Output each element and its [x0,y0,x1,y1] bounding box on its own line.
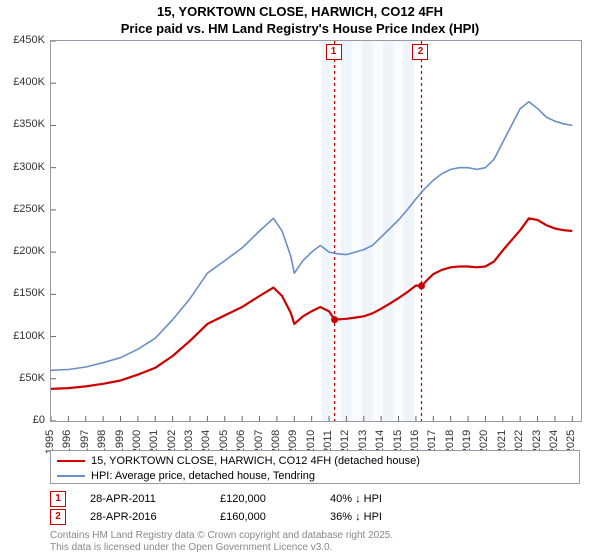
row-marker-1: 2 [50,509,66,525]
footnote: Contains HM Land Registry data © Crown c… [50,530,580,554]
y-tick-label: £50K [19,372,45,384]
y-tick-label: £300K [13,161,45,173]
legend-row-1: HPI: Average price, detached house, Tend… [57,468,573,483]
legend-row-0: 15, YORKTOWN CLOSE, HARWICH, CO12 4FH (d… [57,453,573,468]
row-diff-0: 40% ↓ HPI [330,493,450,505]
transaction-table: 1 28-APR-2011 £120,000 40% ↓ HPI 2 28-AP… [50,490,580,526]
y-tick-label: £100K [13,330,45,342]
title-line-1: 15, YORKTOWN CLOSE, HARWICH, CO12 4FH [0,4,600,21]
legend-label-0: 15, YORKTOWN CLOSE, HARWICH, CO12 4FH (d… [91,455,420,467]
footnote-line-1: Contains HM Land Registry data © Crown c… [50,530,580,542]
y-tick-label: £200K [13,245,45,257]
chart-svg [51,41,581,421]
row-diff-1: 36% ↓ HPI [330,511,450,523]
transaction-row-1: 2 28-APR-2016 £160,000 36% ↓ HPI [50,508,580,526]
legend: 15, YORKTOWN CLOSE, HARWICH, CO12 4FH (d… [50,450,580,484]
y-tick-label: £350K [13,118,45,130]
chart-container: 15, YORKTOWN CLOSE, HARWICH, CO12 4FH Pr… [0,0,600,560]
row-price-1: £160,000 [220,511,330,523]
row-price-0: £120,000 [220,493,330,505]
title-line-2: Price paid vs. HM Land Registry's House … [0,21,600,38]
title-block: 15, YORKTOWN CLOSE, HARWICH, CO12 4FH Pr… [0,0,600,38]
row-date-1: 28-APR-2016 [90,511,220,523]
y-tick-label: £150K [13,287,45,299]
marker-box-2: 2 [412,44,428,60]
row-date-0: 28-APR-2011 [90,493,220,505]
y-tick-label: £450K [13,34,45,46]
legend-swatch-0 [57,460,85,462]
transaction-row-0: 1 28-APR-2011 £120,000 40% ↓ HPI [50,490,580,508]
legend-label-1: HPI: Average price, detached house, Tend… [91,470,315,482]
marker-box-1: 1 [326,44,342,60]
y-tick-label: £0 [33,414,45,426]
footnote-line-2: This data is licensed under the Open Gov… [50,542,580,554]
y-tick-label: £250K [13,203,45,215]
chart-plot-area [50,40,582,422]
row-marker-0: 1 [50,491,66,507]
legend-swatch-1 [57,475,85,477]
y-tick-label: £400K [13,76,45,88]
